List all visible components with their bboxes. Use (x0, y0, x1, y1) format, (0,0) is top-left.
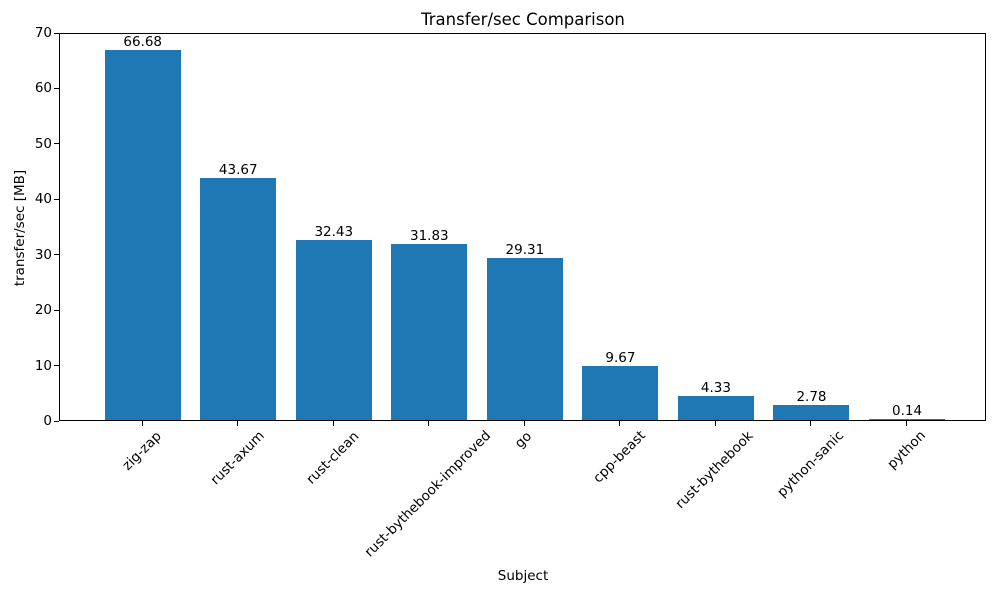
x-tick-label: go (512, 428, 536, 452)
bar (295, 240, 372, 420)
chart-title: Transfer/sec Comparison (421, 10, 625, 29)
y-tick (54, 87, 59, 89)
bar-value-label: 2.78 (796, 388, 827, 405)
x-tick (523, 421, 525, 426)
y-axis-label: transfer/sec [MB] (12, 169, 28, 287)
x-tick-label: rust-clean (303, 428, 363, 488)
bar-value-label: 9.67 (605, 350, 636, 367)
x-tick-label: python-sanic (774, 427, 848, 501)
x-tick-label: zig-zap (119, 427, 165, 474)
y-tick-label: 70 (34, 25, 52, 41)
x-tick (237, 421, 239, 426)
bar-value-label: 31.83 (409, 227, 449, 244)
y-tick-label: 40 (34, 191, 52, 208)
bar (869, 419, 946, 420)
x-tick (428, 421, 430, 426)
x-tick (332, 421, 334, 426)
bar (104, 50, 181, 420)
bar-value-label: 0.14 (891, 403, 923, 420)
y-tick (54, 420, 59, 422)
x-tick-label: rust-axum (207, 427, 268, 489)
x-tick (906, 421, 908, 426)
bar (391, 243, 468, 420)
y-tick-label: 0 (43, 413, 52, 429)
y-tick-label: 50 (34, 135, 52, 152)
bar-value-label: 43.67 (218, 161, 258, 178)
plot-area: 66.68 43.67 32.43 31.83 29.31 9.67 4.33 2.78 0.1… (59, 33, 986, 421)
x-tick-label: cpp-beast (590, 428, 649, 487)
y-tick (54, 32, 59, 34)
x-axis-label: Subject (497, 568, 549, 584)
bar (773, 404, 850, 420)
y-tick-label: 10 (34, 357, 52, 374)
bar (677, 396, 754, 420)
bar (200, 177, 277, 420)
bar (486, 257, 563, 420)
y-tick-label: 20 (34, 302, 52, 319)
x-tick-label: rust-bythebook (672, 428, 757, 513)
y-tick-label: 60 (34, 80, 52, 97)
y-tick (54, 198, 59, 200)
y-tick (54, 143, 59, 145)
x-tick (619, 421, 621, 426)
bar-value-label: 29.31 (505, 241, 545, 258)
y-tick (54, 309, 59, 311)
bar-value-label: 4.33 (700, 379, 731, 396)
bar-value-label: 66.68 (123, 34, 163, 51)
y-tick (54, 254, 59, 256)
y-tick (54, 365, 59, 367)
y-tick-label: 30 (34, 246, 52, 263)
x-tick-label: rust-bythebook-improved (361, 428, 495, 561)
x-tick (141, 421, 143, 426)
bar-value-label: 32.43 (314, 224, 354, 241)
bar (582, 366, 659, 420)
x-tick (810, 421, 812, 426)
x-tick-label: python (883, 427, 929, 473)
x-tick (714, 421, 716, 426)
